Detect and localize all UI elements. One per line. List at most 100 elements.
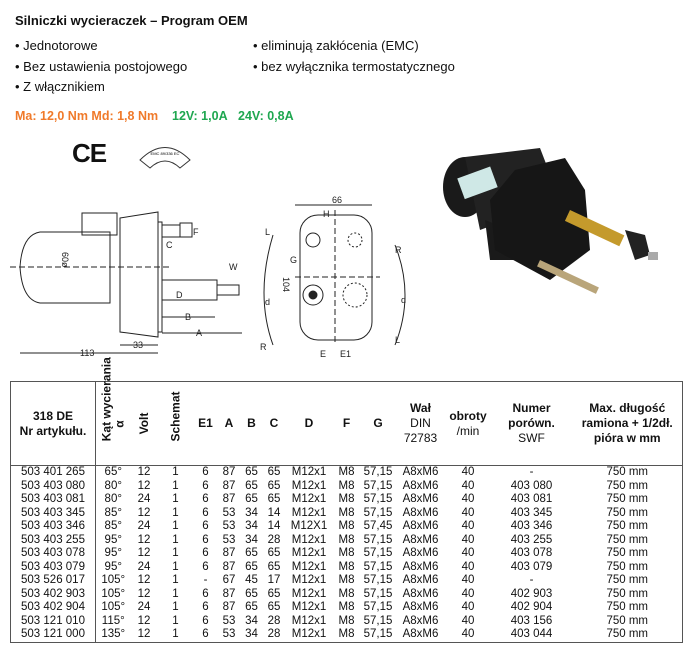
table-cell: 65 (267, 547, 281, 559)
table-cell: A8xM6 (402, 574, 439, 586)
table-cell: M8 (338, 628, 355, 640)
svg-text:113: 113 (80, 348, 94, 358)
table-cell: 24 (137, 493, 151, 505)
col-schemat: Schemat (157, 381, 194, 466)
table-cell: 87 (222, 493, 236, 505)
table-cell: 40 (461, 547, 475, 559)
table-cell: M12x1 (291, 587, 327, 600)
table-cell: 750 mm (606, 587, 649, 600)
table-cell: 750 mm (606, 520, 649, 532)
col-g: G (360, 381, 396, 466)
table-cell: M8 (338, 533, 355, 546)
table-cell: 87 (222, 560, 236, 573)
table-cell: 12 (137, 533, 151, 546)
table-cell: 14 (267, 520, 281, 532)
table-cell: 57,15 (363, 587, 393, 600)
table-cell: A8xM6 (402, 520, 439, 532)
table-cell: 6 (202, 614, 209, 627)
table-row: 503 121 000 135° 12 1 6 53 34 28 M12x1 M8 57,15 A8x… (10, 628, 683, 642)
table-cell: 65 (267, 601, 281, 613)
table-cell: 503 403 079 (10, 560, 96, 574)
col-shaft: Wał DIN 72783 (395, 381, 446, 466)
table-cell: 6 (202, 493, 209, 505)
table-cell: 12 (137, 466, 151, 478)
col-d: D (285, 381, 333, 466)
table-cell: A8xM6 (402, 614, 439, 627)
table-cell: 57,15 (363, 560, 393, 573)
table-cell: 750 mm (606, 574, 649, 586)
table-cell: 40 (461, 533, 475, 546)
table-cell: 65 (245, 560, 258, 573)
table-cell: A8xM6 (402, 601, 439, 613)
svg-text:L: L (265, 227, 270, 237)
table-cell: 65 (245, 587, 258, 600)
table-cell: 403 156 (510, 614, 553, 627)
table-cell: 40 (461, 520, 475, 532)
table-cell: 12 (137, 547, 151, 559)
table-cell: 24 (137, 520, 151, 532)
table-cell: 105° (101, 574, 126, 586)
svg-text:d: d (265, 297, 270, 307)
table-cell: 57,15 (363, 479, 393, 492)
feature-item: Bez ustawienia postojowego (15, 59, 187, 74)
product-table: 318 DE Nr artykułu. Kąt wycierania α Volt … (10, 357, 683, 643)
table-cell: 1 (172, 506, 179, 519)
table-cell: M8 (338, 587, 355, 600)
front-view-drawing: 66 H G 104 E E1 R R L L d d (260, 195, 406, 359)
torque-spec: Ma: 12,0 Nm Md: 1,8 Nm (15, 109, 159, 123)
table-cell: - (529, 466, 534, 478)
table-cell: A8xM6 (402, 628, 439, 640)
table-cell: 12 (137, 628, 151, 640)
table-cell: 57,15 (363, 533, 393, 546)
table-row: 503 121 010 115° 12 1 6 53 34 28 M12x1 M8 57,15 A8x… (10, 614, 683, 628)
table-cell: 1 (172, 601, 179, 613)
svg-text:F: F (193, 227, 199, 237)
table-cell: 65 (267, 466, 281, 478)
table-cell: 12 (137, 506, 151, 519)
col-f: F (332, 381, 361, 466)
table-cell: 6 (202, 560, 209, 573)
table-cell: M8 (338, 466, 355, 478)
current-24v: 24V: 0,8A (238, 109, 294, 123)
table-cell: 1 (172, 533, 179, 546)
table-cell: 87 (222, 547, 236, 559)
table-cell: M8 (338, 560, 355, 573)
table-cell: 503 402 904 (10, 601, 96, 615)
col-ref: Numer porówn. SWF (490, 381, 573, 466)
table-cell: 750 mm (606, 466, 649, 478)
table-cell: A8xM6 (402, 466, 439, 478)
table-cell: 135° (101, 628, 126, 640)
table-cell: 28 (267, 614, 281, 627)
table-cell: 503 121 010 (10, 614, 96, 628)
table-cell: 67 (222, 574, 236, 586)
side-view-drawing: 113 33 60ø A B C D F W (10, 211, 242, 358)
table-cell: 503 403 345 (10, 506, 96, 520)
table-cell: 57,15 (363, 493, 393, 505)
table-cell: 57,45 (363, 520, 393, 532)
table-cell: 40 (461, 479, 475, 492)
table-cell: 65 (267, 560, 281, 573)
table-cell: 53 (222, 533, 236, 546)
table-cell: 503 403 255 (10, 533, 96, 547)
table-cell: 1 (172, 560, 179, 573)
table-row: 503 403 255 95° 12 1 6 53 34 28 M12x1 M8 57,15 A8xM… (10, 533, 683, 547)
col-angle: Kąt wycierania α (95, 357, 131, 466)
table-cell: 1 (172, 520, 179, 532)
table-cell: 40 (461, 601, 475, 613)
table-cell: A8xM6 (402, 560, 439, 573)
table-cell: 65 (245, 493, 258, 505)
table-cell: M8 (338, 574, 355, 586)
table-cell: A8xM6 (402, 506, 439, 519)
col-a: A (217, 381, 241, 466)
svg-text:A: A (196, 328, 202, 338)
table-cell: 1 (172, 466, 179, 478)
table-cell: 65 (245, 601, 258, 613)
table-cell: 95° (104, 533, 122, 546)
svg-text:C: C (166, 240, 173, 250)
table-cell: M8 (338, 547, 355, 559)
table-cell: M12x1 (291, 574, 327, 586)
table-cell: 503 403 346 (10, 520, 96, 534)
table-cell: 6 (202, 601, 209, 613)
specs-line: Ma: 12,0 Nm Md: 1,8 Nm 12V: 1,0A 24V: 0,… (15, 109, 294, 123)
svg-text:G: G (290, 255, 297, 265)
